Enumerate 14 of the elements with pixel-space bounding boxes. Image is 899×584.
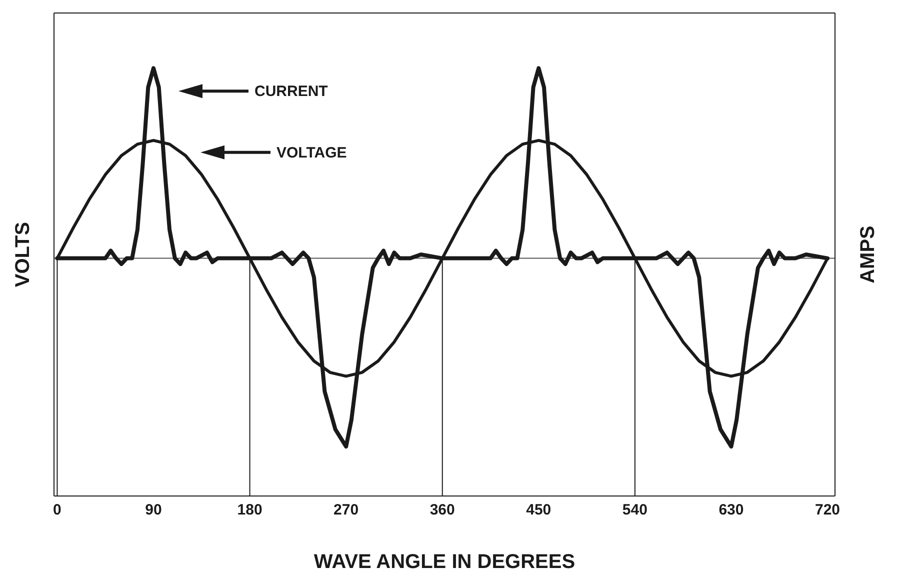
x-axis-title: WAVE ANGLE IN DEGREES: [314, 551, 576, 574]
x-tick-label: 90: [145, 502, 162, 519]
x-tick-label: 270: [334, 502, 359, 519]
x-tick-label: 450: [526, 502, 552, 519]
annotation: CURRENT: [254, 83, 328, 100]
x-tick-label: 630: [718, 502, 744, 519]
y2-axis-title: AMPS: [857, 226, 880, 284]
x-tick-label: 540: [622, 502, 648, 519]
x-tick-label: 180: [237, 502, 262, 519]
x-tick-label: 360: [430, 502, 455, 519]
x-tick-label: 720: [814, 502, 840, 519]
y-axis-title: VOLTS: [12, 222, 34, 288]
annotation: VOLTAGE: [276, 144, 347, 162]
x-tick-label: 0: [53, 502, 62, 519]
